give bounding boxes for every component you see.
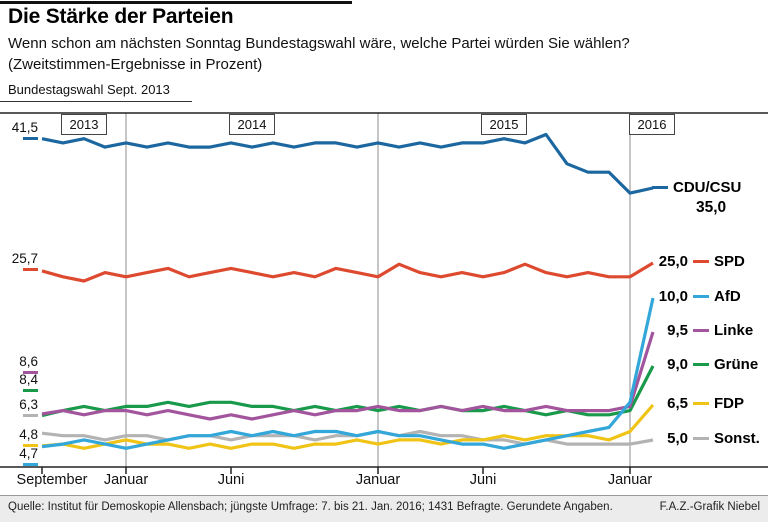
chart-subtitle: Wenn schon am nächsten Sonntag Bundestag… [8,33,630,75]
chart-title: Die Stärke der Parteien [8,5,234,28]
source-text: Quelle: Institut für Demoskopie Allensba… [8,501,613,513]
chart-subtitle-line2: (Zweitstimmen-Ergebnisse in Prozent) [8,56,263,73]
top-rule [0,1,352,4]
credit-text: F.A.Z.-Grafik Niebel [659,501,760,513]
election-note: Bundestagswahl Sept. 2013 [0,82,192,102]
footer-bar: Quelle: Institut für Demoskopie Allensba… [0,495,768,522]
series-line-afd [41,297,655,450]
series-line-spd [41,261,654,283]
chart-subtitle-line1: Wenn schon am nächsten Sonntag Bundestag… [8,35,630,52]
series-line-gruene [41,365,655,418]
series-line-linke [41,331,655,421]
series-line-cdu [41,132,654,195]
